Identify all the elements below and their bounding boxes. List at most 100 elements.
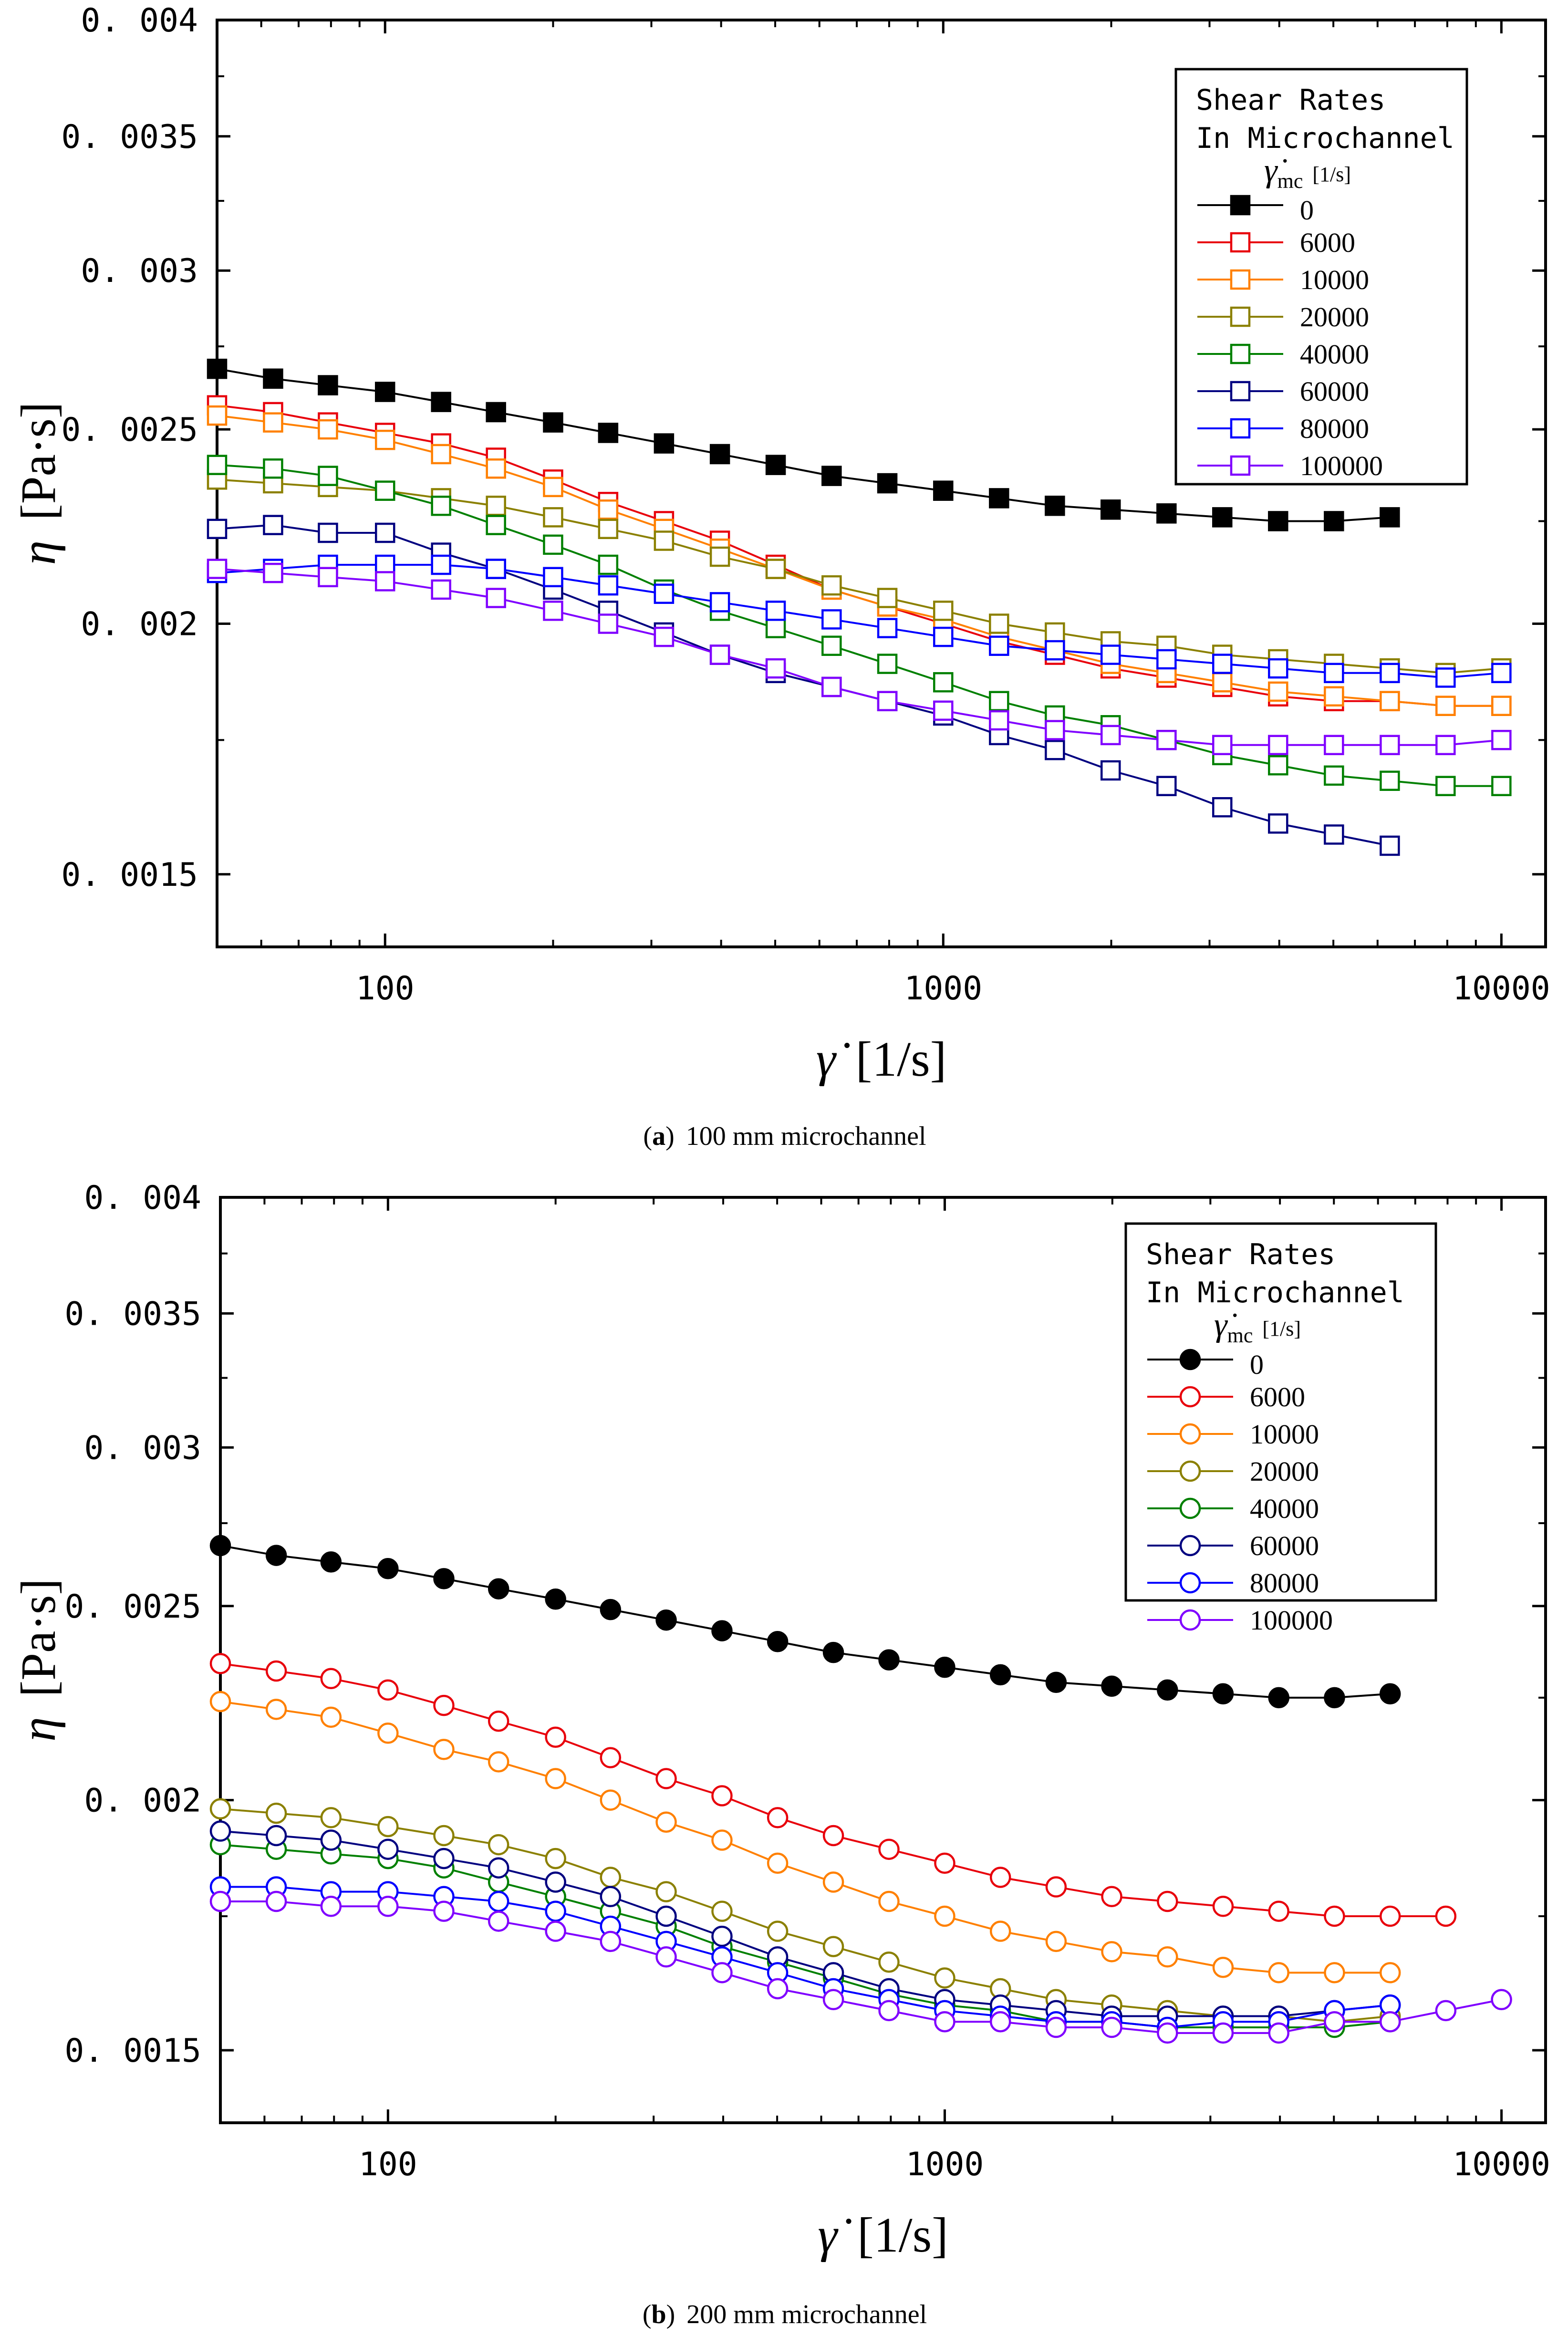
data-point (1324, 686, 1344, 707)
legend-unit: [1/s] (1262, 1317, 1301, 1340)
data-point (486, 402, 506, 423)
data-point (821, 575, 842, 596)
series-0 (207, 358, 1400, 531)
data-point (600, 1931, 622, 1952)
data-point (989, 635, 1009, 656)
data-point (598, 519, 619, 540)
legend-marker (1230, 306, 1251, 327)
data-point (711, 1962, 733, 1983)
data-point (1324, 1962, 1345, 1983)
data-point (878, 1838, 900, 1860)
data-point (377, 1838, 399, 1860)
data-point (1045, 720, 1065, 740)
data-point (709, 546, 730, 567)
data-point (488, 1857, 509, 1879)
data-point (1212, 797, 1233, 818)
data-point (545, 1900, 566, 1922)
data-point (433, 1568, 455, 1589)
data-point (374, 522, 395, 543)
data-point (1324, 511, 1344, 531)
data-point (1379, 1962, 1401, 1983)
y-tick-label: 0. 003 (81, 252, 198, 290)
data-point (767, 1978, 789, 2000)
data-point (1045, 740, 1065, 760)
legend-subscript: mc (1227, 1324, 1253, 1347)
legend-marker (1179, 1423, 1201, 1445)
legend-title-line1: Shear Rates (1196, 83, 1385, 117)
caption-paren-close-a: ) (665, 1121, 675, 1151)
data-point (1157, 1679, 1178, 1701)
data-point (711, 1829, 733, 1851)
data-point (433, 1694, 455, 1716)
data-point (1156, 503, 1177, 524)
data-point (1268, 658, 1288, 679)
data-point (1268, 1900, 1289, 1922)
series-100000 (209, 1890, 1512, 2044)
series-10000 (209, 1691, 1401, 1983)
data-point (543, 477, 563, 498)
data-point (207, 405, 228, 426)
x-tick-label: 10000 (1453, 970, 1550, 1007)
legend-label: 100000 (1250, 1605, 1333, 1636)
data-point (318, 419, 338, 440)
data-point (209, 1890, 231, 1912)
data-point (374, 571, 395, 592)
data-point (545, 1848, 566, 1869)
data-point (878, 1951, 900, 1973)
legend-label: 6000 (1300, 227, 1355, 258)
data-point (1380, 663, 1400, 684)
data-point (933, 626, 954, 647)
legend-label: 60000 (1250, 1530, 1319, 1561)
legend-label: 80000 (1300, 413, 1369, 444)
data-point (486, 588, 506, 608)
y-tick-label: 0. 0025 (61, 411, 198, 449)
data-point (1491, 696, 1512, 716)
data-point (822, 1989, 844, 2011)
data-point (209, 1691, 231, 1713)
data-point (878, 1890, 900, 1912)
legend-item-80000: 80000 (1147, 1568, 1319, 1599)
x-tick-label: 100 (356, 970, 415, 1007)
legend-label: 20000 (1300, 301, 1369, 332)
data-point (1100, 644, 1121, 665)
legend-marker (1230, 232, 1251, 253)
legend-marker (1230, 269, 1251, 290)
data-point (767, 1852, 789, 1874)
data-point (318, 522, 338, 543)
data-point (1156, 649, 1177, 670)
data-point (263, 515, 283, 535)
data-point (655, 1811, 677, 1833)
data-point (1491, 663, 1512, 684)
legend-label: 0 (1300, 195, 1314, 226)
data-point (709, 444, 730, 465)
data-point (1491, 730, 1512, 750)
x-tick-label: 10000 (1453, 2146, 1550, 2183)
legend-marker (1179, 1535, 1201, 1557)
axis-ticks-a (216, 19, 1546, 947)
legend-item-40000: 40000 (1197, 339, 1369, 370)
legend-item-80000: 80000 (1197, 413, 1369, 444)
data-point (488, 1751, 509, 1773)
data-point (877, 588, 898, 608)
data-point (486, 515, 506, 535)
legend-label: 100000 (1300, 450, 1383, 481)
series-line (220, 1886, 1391, 2029)
data-point (655, 1881, 677, 1902)
data-point (1435, 696, 1456, 716)
data-point (767, 1921, 789, 1942)
data-point (822, 1936, 844, 1957)
data-point (433, 1739, 455, 1760)
y-tick-labels-b: 0. 0015 0. 002 0. 0025 0. 003 0. 0035 0. 004 (64, 1179, 201, 2070)
data-point (711, 1785, 733, 1807)
data-point (488, 1578, 509, 1599)
data-point (989, 691, 1009, 711)
data-point (600, 1789, 622, 1811)
data-point (821, 635, 842, 656)
legend-marker (1179, 1572, 1201, 1594)
data-point (765, 618, 786, 638)
data-point (767, 1630, 789, 1652)
data-point (822, 1641, 844, 1663)
data-point (821, 676, 842, 697)
